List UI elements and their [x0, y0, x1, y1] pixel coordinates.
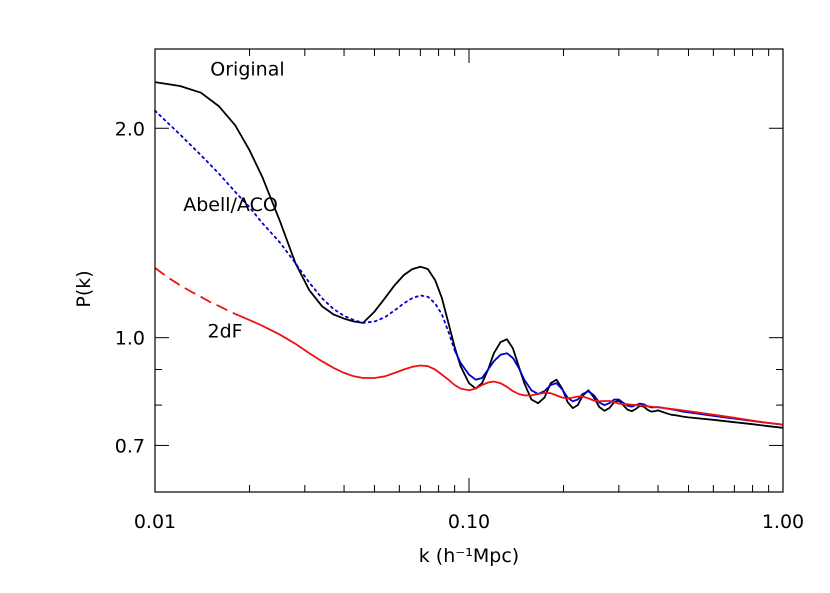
- series-line-3: [154, 267, 236, 315]
- x-tick-label: 0.10: [448, 511, 490, 533]
- y-tick-label: 2.0: [115, 118, 145, 140]
- tick-label-layer: 0.01 0.10 1.00 0.7 1.0 2.0: [115, 118, 804, 533]
- series-annotation: 2dF: [208, 321, 243, 343]
- series-annotation: Original: [210, 59, 284, 81]
- y-axis-title: P(k): [73, 270, 95, 307]
- series-line-2: [453, 349, 784, 426]
- x-tick-label: 0.01: [134, 511, 176, 533]
- y-tick-label: 1.0: [115, 328, 145, 350]
- series-line-0: [154, 81, 784, 429]
- tick-layer: [154, 49, 784, 493]
- x-tick-label: 1.00: [762, 511, 804, 533]
- series-line-1: [154, 109, 456, 351]
- series-layer: [154, 81, 784, 429]
- x-axis-title: k (h⁻¹Mpc): [419, 545, 519, 567]
- plot-frame: [154, 48, 784, 493]
- series-annotation: Abell/ACO: [183, 194, 278, 216]
- series-line-4: [234, 313, 784, 426]
- y-tick-label: 0.7: [115, 435, 145, 457]
- annotation-layer: Original Abell/ACO 2dF: [183, 59, 284, 343]
